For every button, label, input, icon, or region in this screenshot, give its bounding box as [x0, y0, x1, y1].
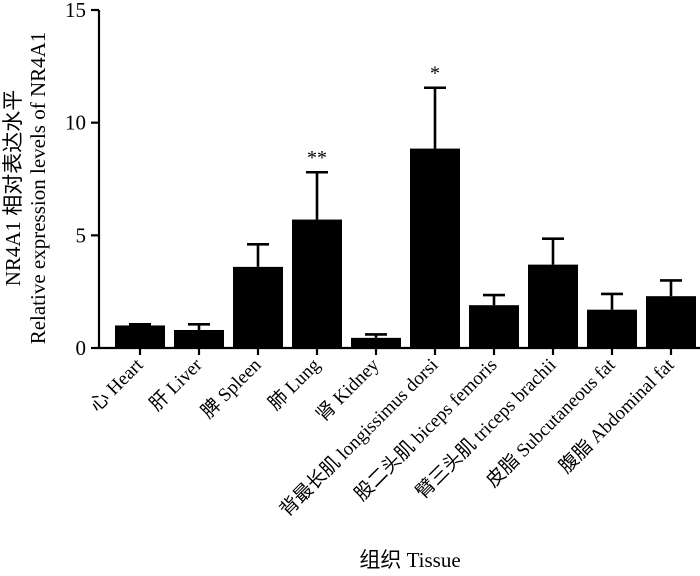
y-tick-label: 0: [76, 336, 87, 360]
bar: [174, 329, 224, 348]
bar: [351, 337, 401, 348]
y-tick-label: 10: [65, 111, 86, 135]
bar: [233, 266, 283, 348]
x-axis-title: 组织 Tissue: [359, 548, 460, 572]
bar: [410, 148, 460, 348]
bar: [292, 219, 342, 348]
y-axis-title-english: Relative expression levels of NR4A1: [26, 32, 50, 345]
bar: [528, 264, 578, 348]
bar: [587, 309, 637, 348]
x-tick-label: 肺 Lung: [264, 354, 325, 415]
y-tick-label: 5: [76, 223, 87, 247]
y-tick-label: 15: [65, 0, 86, 22]
bar: [115, 325, 165, 348]
bar: [469, 305, 519, 348]
x-tick-label: 心 Heart: [86, 354, 148, 416]
significance-marker: **: [307, 147, 327, 169]
bar: [646, 296, 696, 348]
significance-marker: *: [430, 63, 440, 85]
x-tick-label: 脾 Spleen: [197, 354, 266, 423]
y-axis-title-chinese: NR4A1 相对表达水平: [1, 90, 25, 287]
